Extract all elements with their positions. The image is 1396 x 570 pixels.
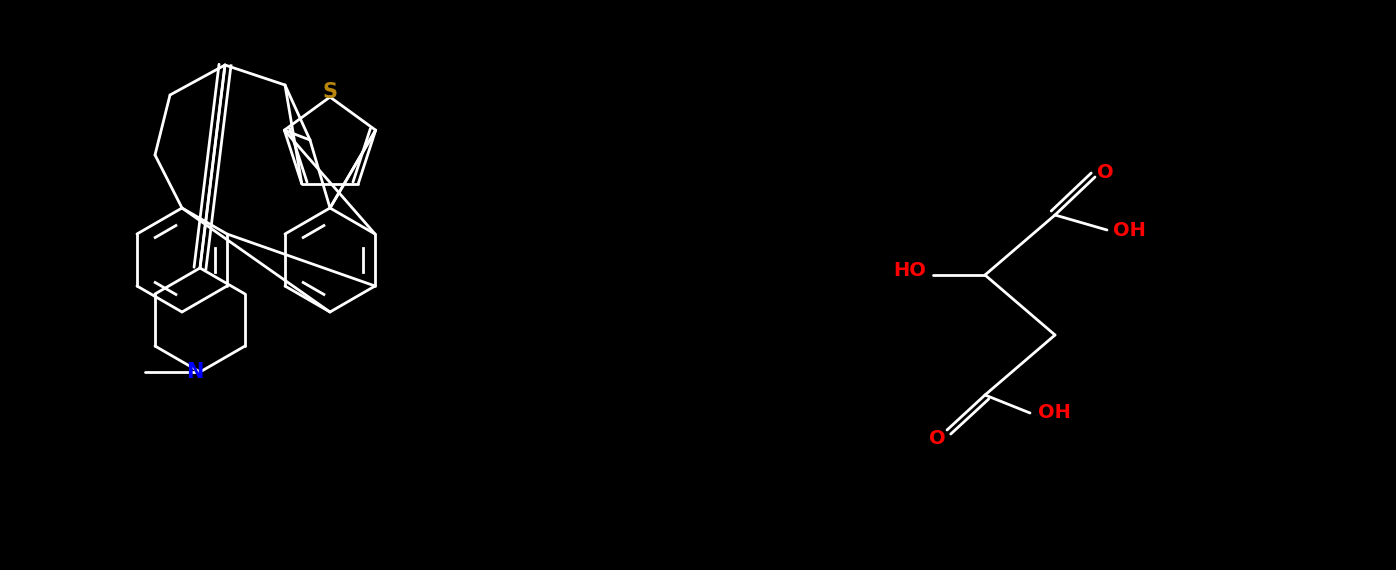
Text: OH: OH bbox=[1037, 404, 1071, 422]
Text: N: N bbox=[186, 362, 204, 382]
Text: O: O bbox=[1097, 162, 1114, 181]
Text: S: S bbox=[322, 82, 338, 102]
Text: HO: HO bbox=[893, 260, 927, 279]
Text: O: O bbox=[928, 429, 945, 447]
Text: OH: OH bbox=[1113, 221, 1146, 239]
